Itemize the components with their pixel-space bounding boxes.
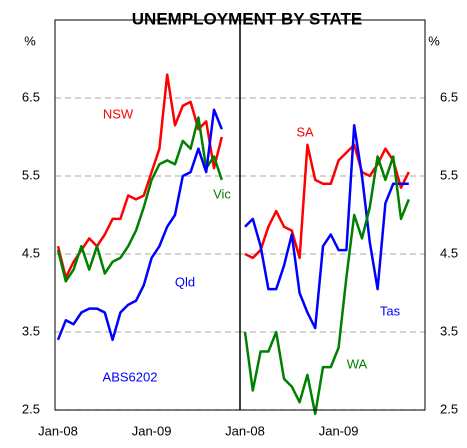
- series-line: [244, 143, 410, 260]
- series-line: [56, 108, 223, 342]
- series-line: [244, 124, 409, 330]
- y-tick-label: 6.5: [22, 89, 40, 104]
- series-label: NSW: [103, 106, 134, 121]
- y-tick-label: 5.5: [440, 167, 458, 182]
- y-tick-label: 4.5: [22, 245, 40, 260]
- series-line: [56, 73, 224, 279]
- series-line: [56, 116, 223, 283]
- y-axis-label: %: [24, 33, 36, 48]
- series-label: SA: [296, 124, 314, 139]
- y-tick-label: 5.5: [22, 167, 40, 182]
- y-tick-label: 3.5: [22, 323, 40, 338]
- chart-title: UNEMPLOYMENT BY STATE: [132, 9, 362, 28]
- y-tick-label: 2.5: [440, 401, 458, 416]
- y-tick-label: 3.5: [440, 323, 458, 338]
- y-tick-label: 2.5: [22, 401, 40, 416]
- series-line: [243, 155, 410, 416]
- x-tick-label: Jan-09: [132, 423, 172, 438]
- x-tick-label: Jan-08: [225, 423, 265, 438]
- series-label: WA: [347, 356, 368, 371]
- series-label: Qld: [175, 274, 195, 289]
- y-tick-label: 4.5: [440, 245, 458, 260]
- x-tick-label: Jan-08: [38, 423, 78, 438]
- y-tick-label: 6.5: [440, 89, 458, 104]
- series-label: Vic: [213, 186, 231, 201]
- y-axis-label: %: [428, 33, 440, 48]
- source-note: ABS6202: [103, 369, 158, 384]
- x-tick-label: Jan-09: [319, 423, 359, 438]
- series-label: Tas: [380, 303, 401, 318]
